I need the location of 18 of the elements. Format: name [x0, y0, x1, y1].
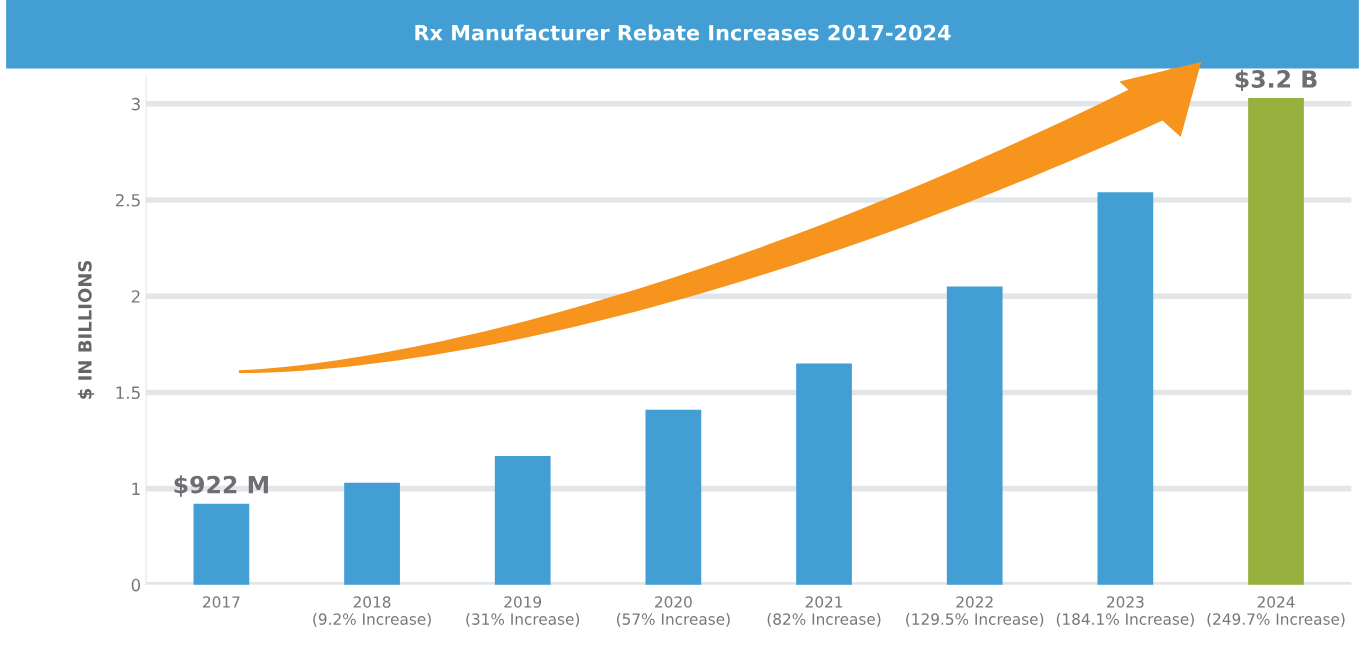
x-tick-label: 2022 (129.5% Increase) — [906, 596, 1044, 627]
x-tick-label: 2020 (57% Increase) — [616, 596, 730, 627]
x-tick-label: 2017 — [203, 596, 240, 608]
x-tick-label: 2023 (184.1% Increase) — [1056, 596, 1194, 627]
x-tick-label: 2018 (9.2% Increase) — [313, 596, 431, 627]
y-tick-label: 2 — [131, 290, 140, 303]
x-tick-label: 2021 (82% Increase) — [767, 596, 881, 627]
y-tick-label: 0 — [131, 578, 141, 592]
y-axis-title: $ IN BILLIONS — [77, 260, 95, 399]
annotation: $922 M — [174, 475, 268, 497]
x-tick-label: 2024 (249.7% Increase) — [1207, 596, 1345, 627]
annotation: $3.2 B — [1235, 69, 1317, 92]
y-tick-label: 1 — [132, 482, 140, 495]
chart-title: Rx Manufacturer Rebate Increases 2017-2024 — [415, 24, 951, 41]
y-tick-label: 1.5 — [116, 386, 140, 400]
x-tick-label: 2019 (31% Increase) — [466, 596, 580, 627]
y-tick-label: 3 — [131, 97, 140, 111]
y-tick-label: 2.5 — [115, 194, 140, 207]
